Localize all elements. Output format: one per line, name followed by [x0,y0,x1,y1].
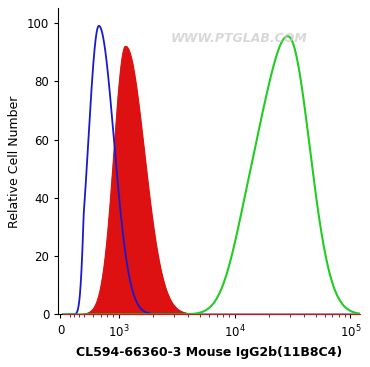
X-axis label: CL594-66360-3 Mouse IgG2b(11B8C4): CL594-66360-3 Mouse IgG2b(11B8C4) [76,346,342,359]
Y-axis label: Relative Cell Number: Relative Cell Number [9,95,21,228]
Text: WWW.PTGLAB.COM: WWW.PTGLAB.COM [171,32,307,46]
